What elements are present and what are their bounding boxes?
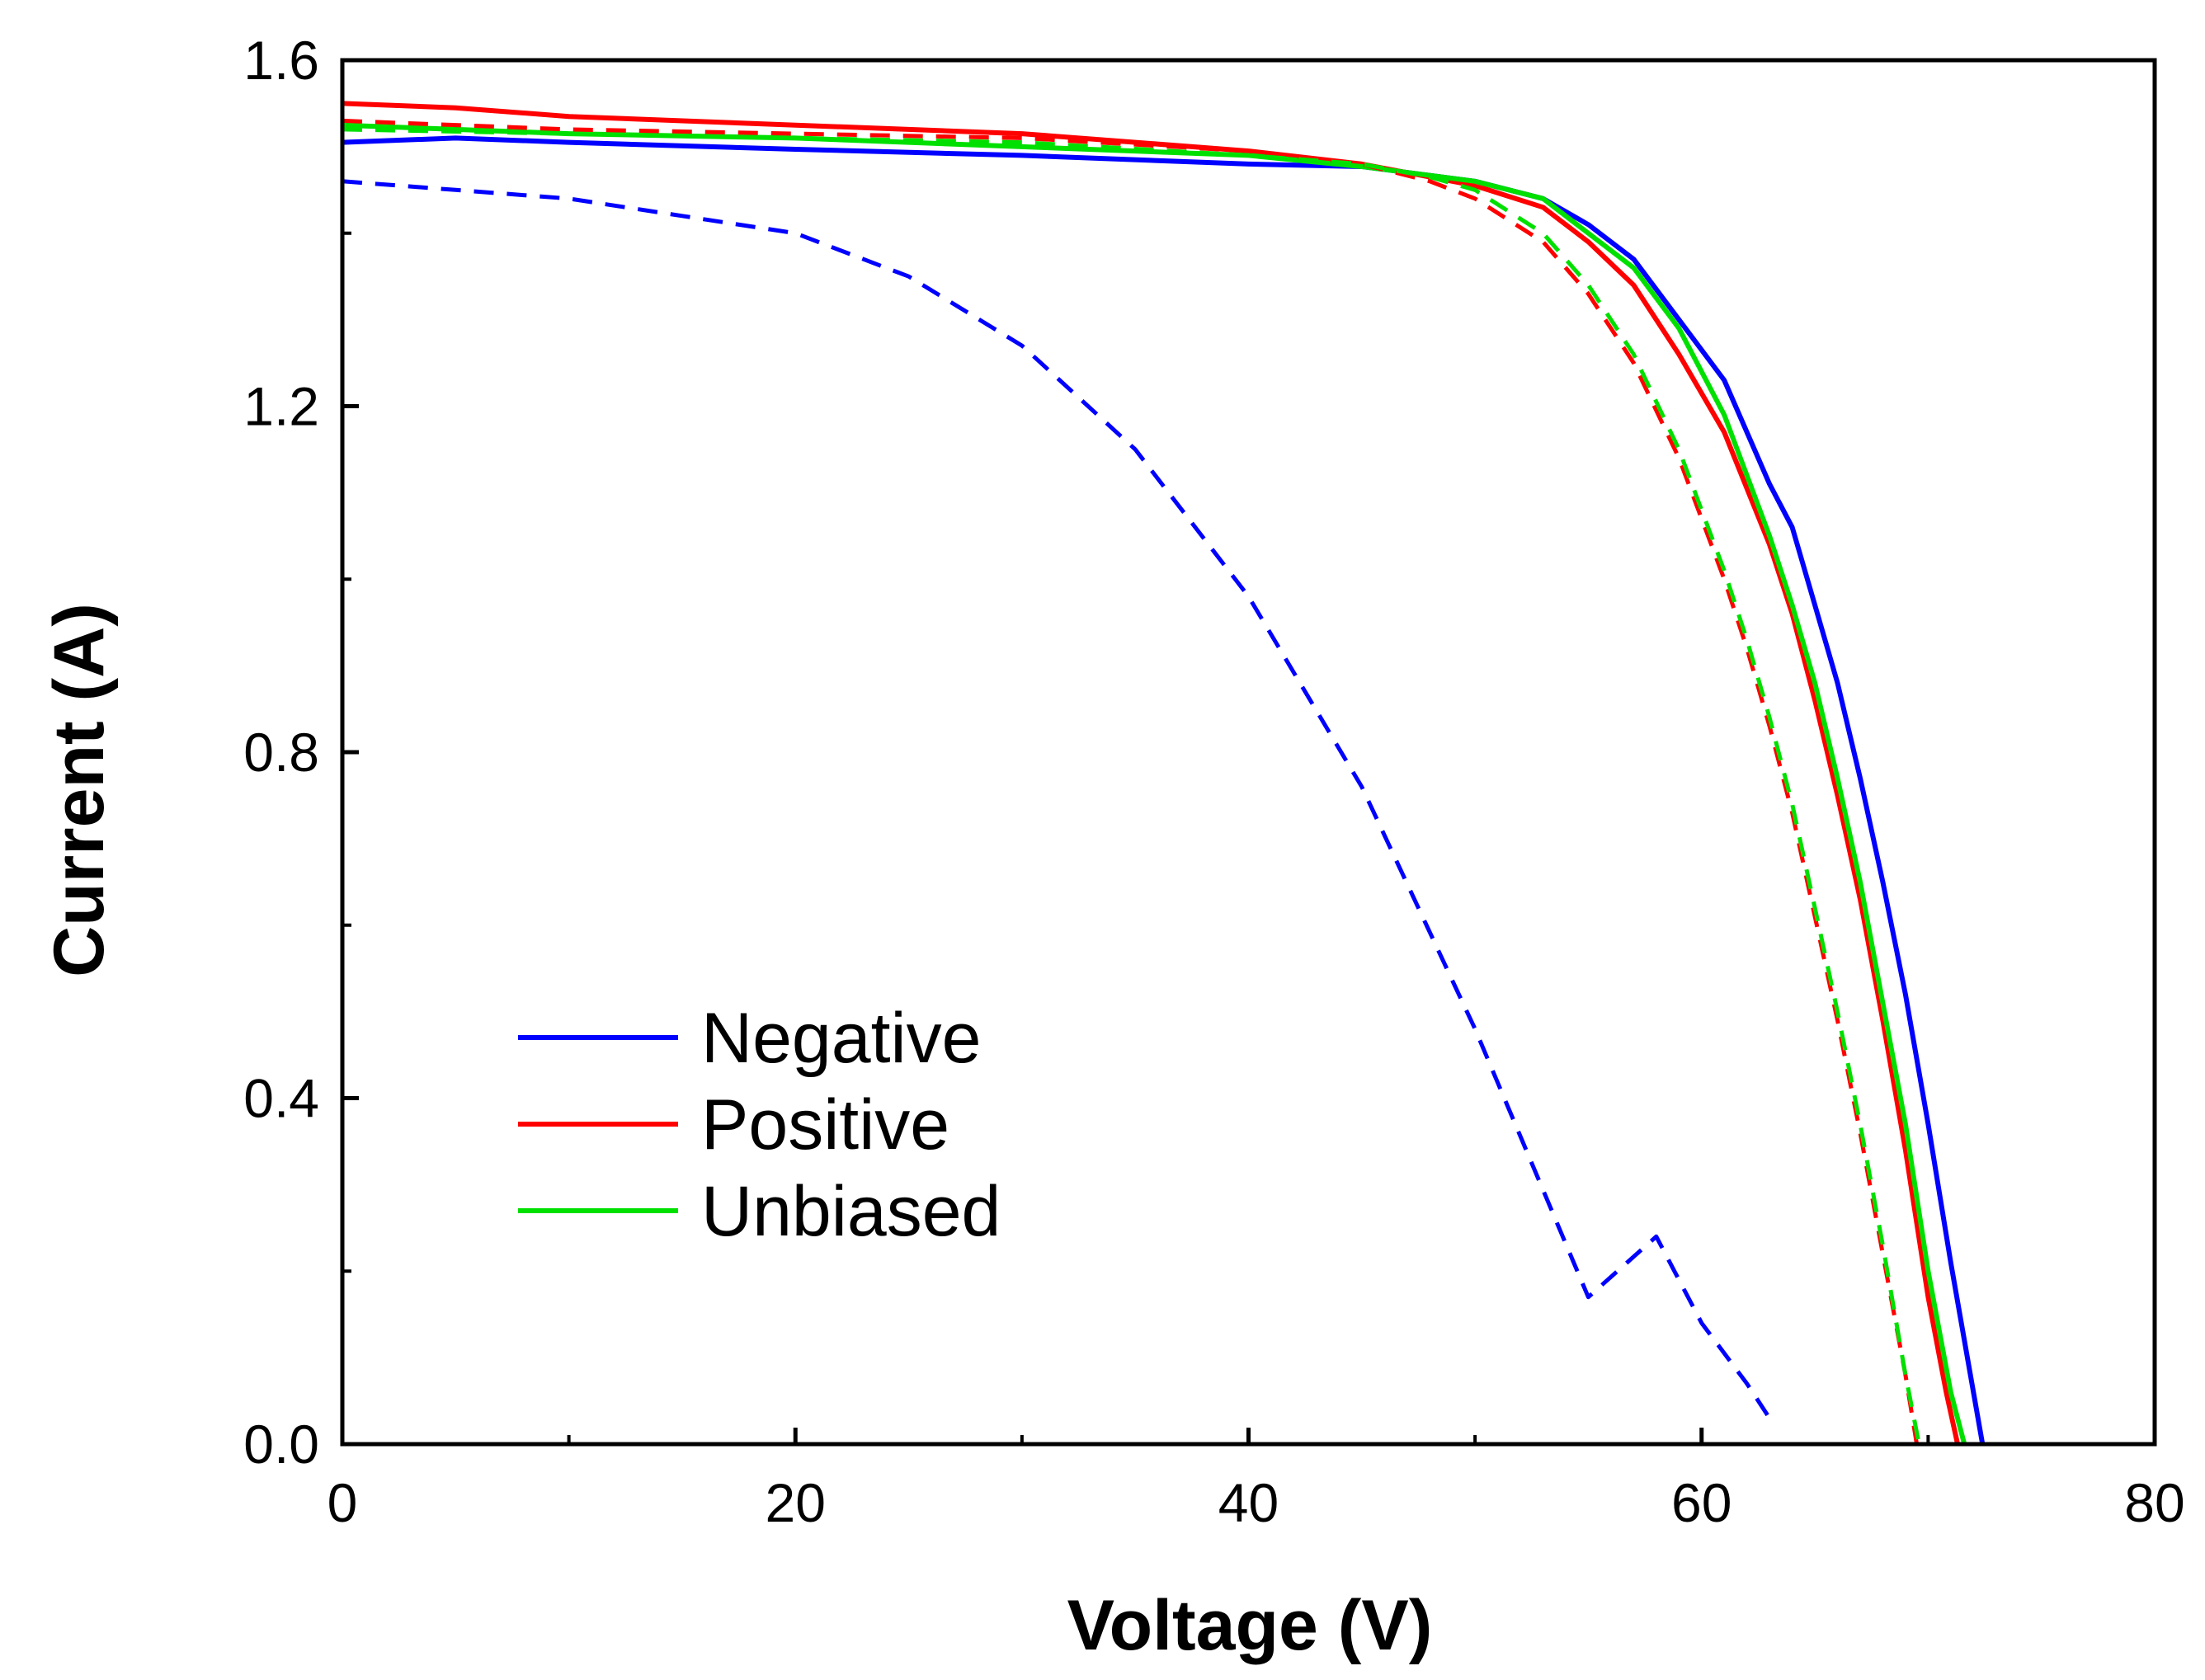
axes-layer: 0 20 40 60 80 0.0 0.4 0.8 1.2 1.6 <box>243 30 2184 1533</box>
y-tick-label: 0.4 <box>243 1068 319 1129</box>
series-line-negative <box>342 135 1986 1445</box>
y-tick-label: 1.6 <box>243 30 319 91</box>
x-axis-title: Voltage (V) <box>1067 1586 1433 1665</box>
y-axis-title: Current (A) <box>40 603 119 977</box>
y-tick-label: 0.0 <box>243 1414 319 1475</box>
x-tick-label: 80 <box>2124 1472 2184 1533</box>
series-line-unbiased <box>342 122 1967 1445</box>
x-tick-label: 40 <box>1218 1472 1279 1533</box>
x-tick-label: 20 <box>766 1472 826 1533</box>
series-layer <box>342 101 1986 1445</box>
x-tick-label: 0 <box>327 1472 358 1533</box>
y-tick-label: 0.8 <box>243 722 319 783</box>
series-line-positive <box>342 101 1961 1445</box>
legend-label-unbiased: Unbiased <box>701 1172 1001 1251</box>
series-line-unbiased-dashed <box>342 127 1921 1445</box>
legend-label-positive: Positive <box>701 1085 949 1165</box>
x-tick-label: 60 <box>1671 1472 1731 1533</box>
legend-label-negative: Negative <box>701 999 981 1078</box>
y-tick-label: 1.2 <box>243 376 319 437</box>
